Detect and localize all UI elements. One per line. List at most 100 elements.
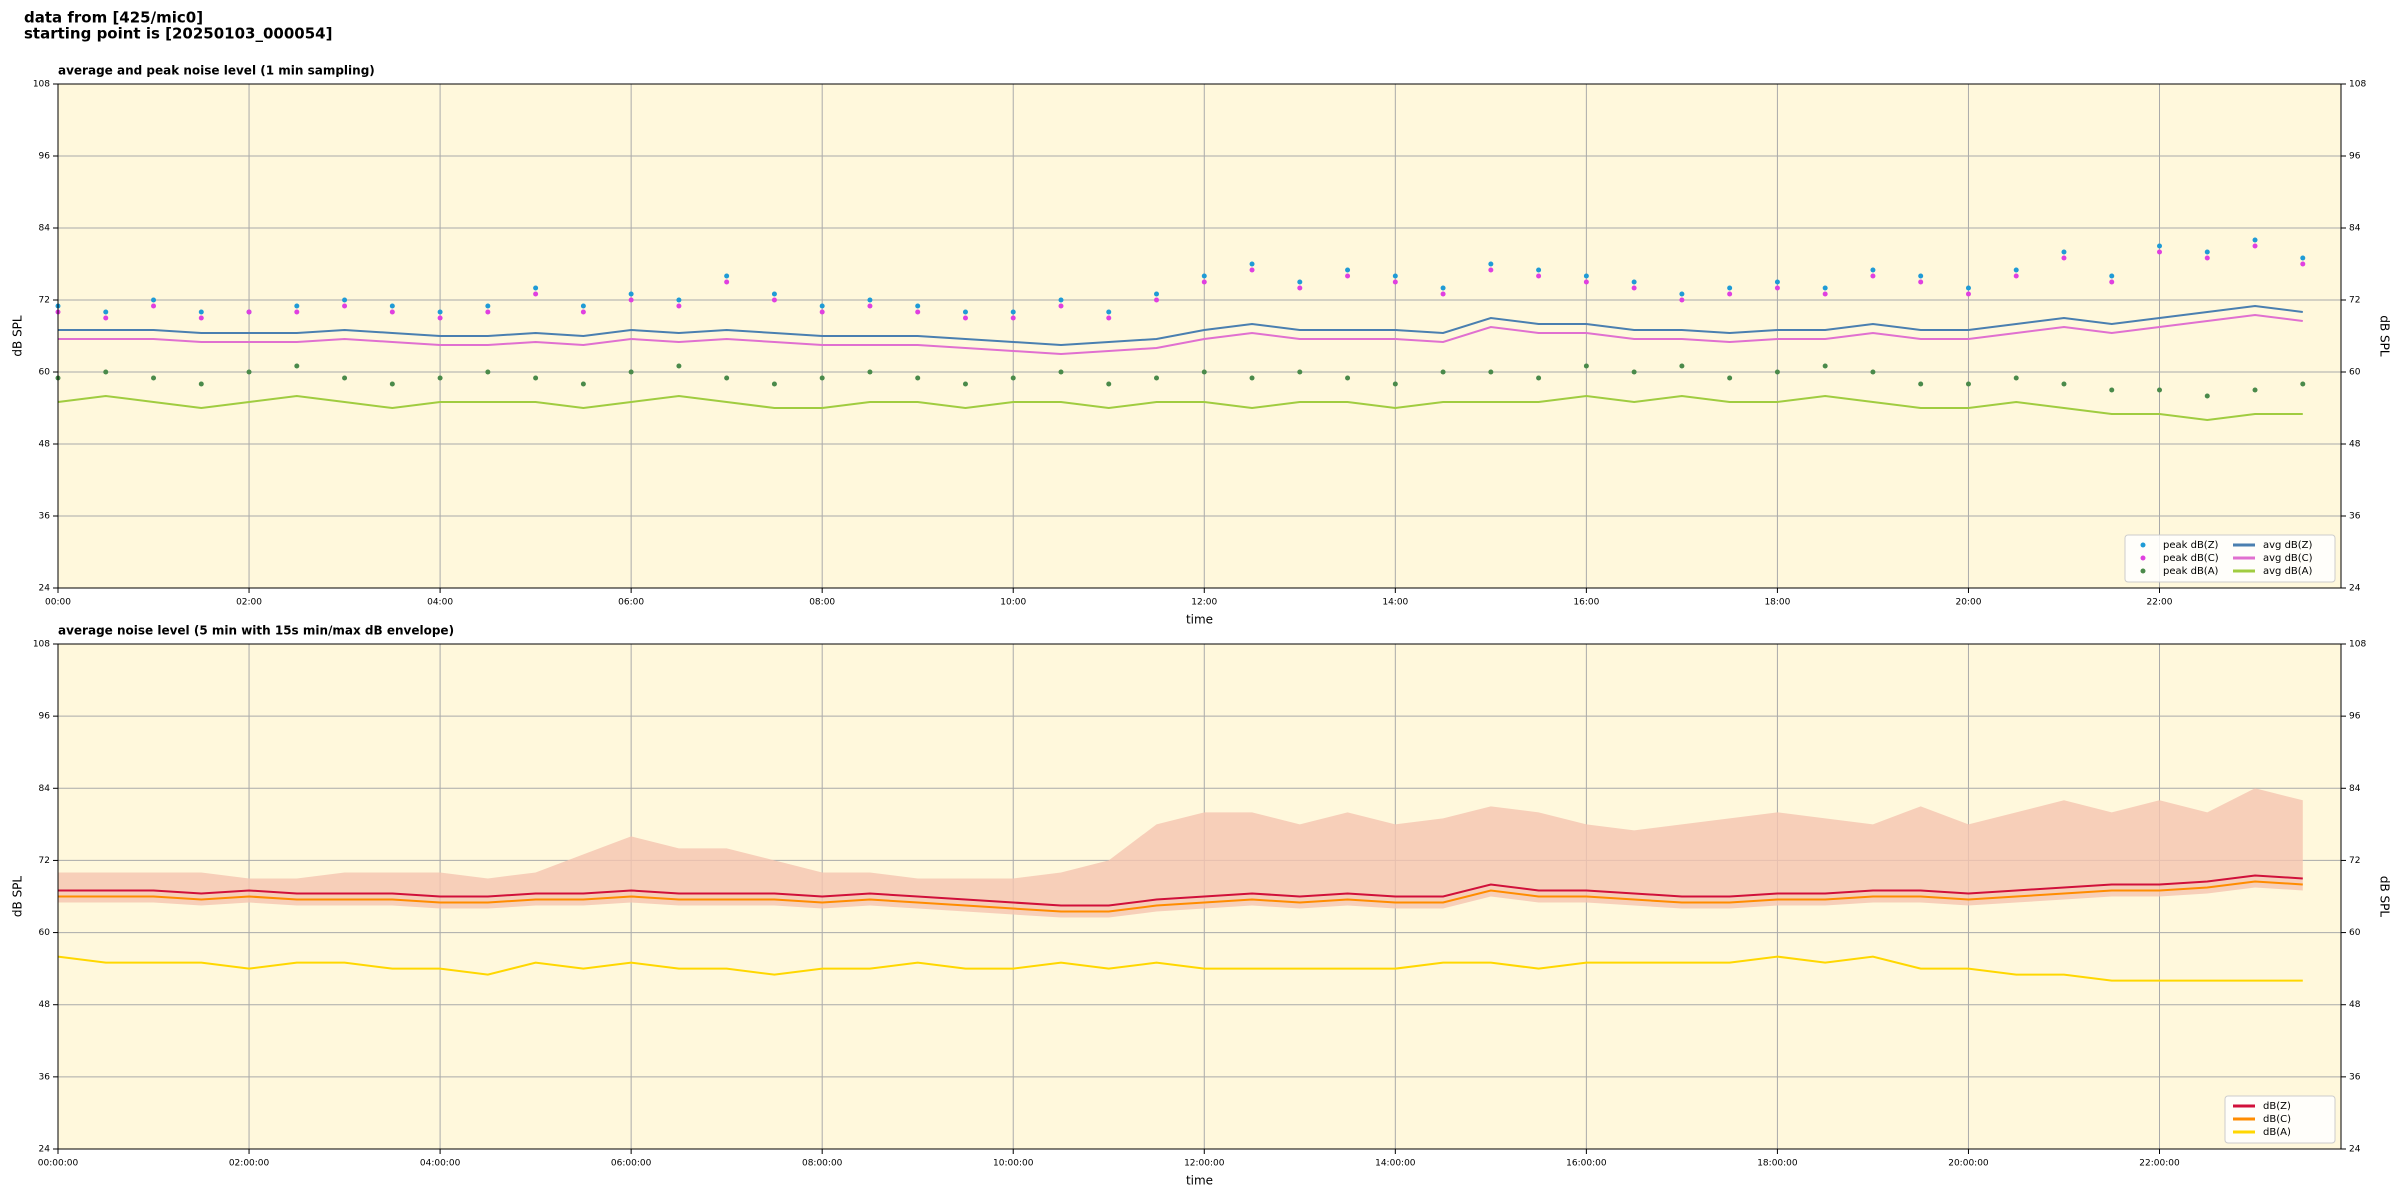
legend-label: dB(C): [2263, 1114, 2291, 1125]
y-tick-label: 36: [39, 512, 51, 522]
peak-point: [1774, 285, 1780, 291]
y-tick-label: 72: [39, 296, 50, 306]
peak-point: [342, 297, 348, 303]
x-tick-label: 16:00:00: [1566, 1159, 1607, 1169]
peak-point: [2204, 255, 2210, 261]
header-line: starting point is [20250103_000054]: [24, 25, 332, 43]
series-line: [58, 880, 2303, 913]
peak-point: [1965, 285, 1971, 291]
peak-point: [1774, 369, 1780, 375]
y-tick-label: 96: [39, 712, 51, 722]
peak-point: [867, 303, 873, 309]
peak-point: [198, 381, 204, 387]
x-tick-label: 16:00: [1573, 598, 1599, 608]
peak-point: [1488, 267, 1494, 273]
peak-point: [819, 303, 825, 309]
peak-point: [2252, 243, 2258, 249]
x-tick-label: 10:00:00: [993, 1159, 1034, 1169]
chart-title: average noise level (5 min with 15s min/…: [58, 624, 454, 638]
x-tick-label: 12:00:00: [1184, 1159, 1225, 1169]
peak-point: [103, 369, 109, 375]
peak-point: [1154, 297, 1160, 303]
y-tick-label: 24: [2349, 584, 2361, 594]
peak-point: [1106, 309, 1112, 315]
peak-point: [151, 375, 157, 381]
peak-point: [533, 375, 539, 381]
peak-point: [1249, 261, 1255, 267]
series-line: [57, 955, 2303, 982]
peak-point: [724, 273, 730, 279]
y-tick-label: 24: [39, 1145, 51, 1155]
peak-point: [1727, 375, 1733, 381]
y-tick-label: 108: [2349, 640, 2366, 650]
y-tick-label: 60: [2349, 928, 2361, 938]
y-tick-label: 36: [2349, 512, 2361, 522]
peak-point: [485, 303, 491, 309]
series-line: [58, 874, 2303, 907]
legend-label: avg dB(C): [2263, 553, 2313, 564]
y-tick-label: 96: [39, 152, 51, 162]
header-line: data from [425/mic0]: [24, 9, 203, 27]
peak-point: [1345, 273, 1351, 279]
peak-point: [962, 315, 968, 321]
legend-label: peak dB(C): [2163, 553, 2219, 564]
peak-point: [437, 309, 443, 315]
peak-point: [2109, 273, 2115, 279]
peak-point: [2061, 249, 2067, 255]
y-tick-label: 72: [39, 856, 50, 866]
chart-title: average and peak noise level (1 min samp…: [58, 64, 375, 78]
x-axis-label: time: [1186, 1174, 1213, 1188]
peak-point: [198, 315, 204, 321]
peak-point: [342, 303, 348, 309]
peak-point: [103, 315, 109, 321]
peak-point: [198, 309, 204, 315]
x-tick-label: 20:00:00: [1948, 1159, 1989, 1169]
peak-point: [628, 297, 634, 303]
y-tick-label: 36: [39, 1072, 51, 1082]
peak-point: [151, 303, 157, 309]
peak-point: [1679, 297, 1685, 303]
x-tick-label: 06:00:00: [611, 1159, 652, 1169]
peak-point: [819, 309, 825, 315]
x-tick-label: 02:00:00: [229, 1159, 270, 1169]
x-tick-label: 22:00: [2147, 598, 2173, 608]
y-tick-label: 108: [2349, 80, 2366, 90]
y-tick-label: 84: [39, 784, 51, 794]
y-axis-label: dB SPL: [11, 876, 25, 918]
peak-point: [1870, 273, 1876, 279]
peak-point: [294, 309, 300, 315]
peak-point: [1297, 285, 1303, 291]
peak-point: [1154, 291, 1160, 297]
peak-point: [962, 309, 968, 315]
peak-point: [1488, 261, 1494, 267]
x-tick-label: 18:00:00: [1757, 1159, 1798, 1169]
peak-point: [2300, 255, 2306, 261]
peak-point: [246, 309, 252, 315]
peak-point: [1727, 285, 1733, 291]
legend-label: dB(Z): [2263, 1101, 2291, 1112]
y-tick-label: 48: [39, 440, 51, 450]
peak-point: [1870, 267, 1876, 273]
peak-point: [1392, 273, 1398, 279]
peak-point: [1822, 363, 1828, 369]
peak-point: [1249, 267, 1255, 273]
peak-point: [2204, 249, 2210, 255]
peak-point: [771, 297, 777, 303]
peak-point: [151, 297, 157, 303]
peak-point: [1631, 279, 1637, 285]
peak-point: [2061, 381, 2067, 387]
y-tick-label: 24: [2349, 1145, 2361, 1155]
peak-point: [1870, 369, 1876, 375]
peak-point: [1774, 279, 1780, 285]
peak-point: [915, 375, 921, 381]
y-tick-label: 36: [2349, 1072, 2361, 1082]
legend-label: peak dB(A): [2163, 566, 2219, 577]
peak-point: [1345, 375, 1351, 381]
peak-point: [2109, 387, 2115, 393]
peak-point: [389, 381, 395, 387]
peak-point: [2157, 249, 2163, 255]
peak-point: [724, 279, 730, 285]
x-tick-label: 20:00: [1955, 598, 1981, 608]
legend-label: dB(A): [2263, 1127, 2291, 1138]
y-tick-label: 72: [2349, 856, 2360, 866]
